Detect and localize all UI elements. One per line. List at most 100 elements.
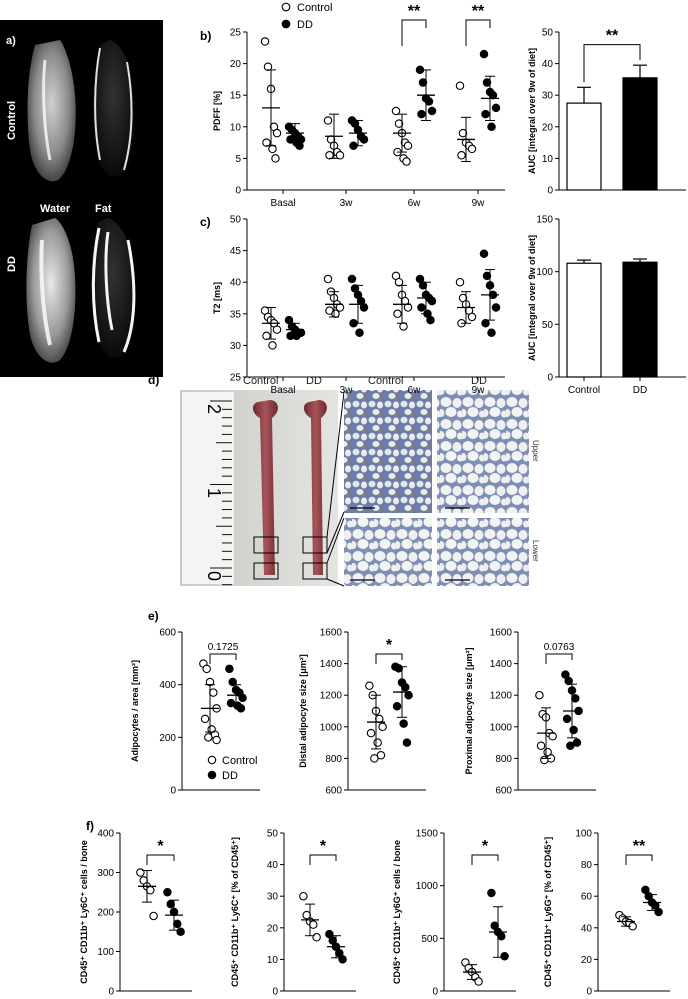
y-axis-label: AUC [integral over 9w of diet] [527, 235, 537, 361]
data-point-control [455, 277, 465, 287]
mri-control-fat-image [92, 40, 134, 177]
roi-control-lower [253, 562, 279, 580]
data-point-dd [418, 281, 428, 290]
histology-label-dd: DD [471, 375, 487, 387]
y-tick-label: 800 [325, 754, 342, 765]
significance-bracket [209, 653, 237, 664]
significance-bracket [625, 854, 653, 865]
data-point-control [399, 322, 408, 331]
data-point-control [309, 920, 318, 929]
data-point-control [200, 714, 210, 724]
y-tick-label: 600 [159, 628, 176, 639]
photo-label-control: Control [243, 375, 278, 387]
data-point-control [366, 728, 376, 738]
y-tick-label: 5 [235, 154, 241, 165]
mri-dd-fat-image [91, 218, 135, 358]
data-point-control [209, 688, 218, 697]
y-tick-label: 100 [536, 267, 553, 278]
y-tick-label: 25 [230, 373, 242, 384]
y-tick-label: 1000 [416, 881, 439, 892]
y-tick-label: 10 [542, 154, 554, 165]
significance-bracket [471, 854, 499, 865]
y-tick-label: 1000 [490, 722, 513, 733]
y-tick-label: 10 [267, 955, 279, 966]
panel-a: a) Control DD Water Fat [0, 20, 163, 377]
mri-column-label-fat: Fat [95, 203, 112, 215]
data-point-control [136, 868, 145, 877]
x-tick-label: 6w [408, 385, 422, 396]
y-tick-label: 45 [230, 246, 242, 257]
y-tick-label: 150 [536, 215, 553, 226]
ruler-label-2: 2 [204, 404, 224, 414]
significance-bracket [583, 44, 641, 83]
data-point-control [146, 886, 155, 895]
data-point-control [535, 690, 544, 700]
significance-label: ** [408, 3, 421, 20]
bar-control [566, 102, 602, 191]
histology-control-lower [344, 518, 432, 586]
data-point-control [335, 150, 345, 160]
data-point-dd [487, 122, 496, 132]
bone-control [252, 400, 278, 575]
data-point-dd [166, 899, 175, 909]
y-tick-label: 25 [230, 28, 242, 39]
histology-control-upper [344, 390, 432, 513]
data-point-dd [228, 677, 237, 687]
y-tick-label: 80 [581, 860, 593, 871]
y-tick-label: 40 [581, 923, 593, 934]
data-point-control [212, 735, 221, 745]
y-tick-label: 400 [159, 680, 176, 691]
data-point-dd [491, 303, 501, 312]
y-tick-label: 60 [581, 892, 593, 903]
data-point-control [455, 81, 465, 90]
y-axis-label: CD45⁺ CD11b⁺ Ly6G⁺ [% of CD45⁺] [543, 837, 553, 987]
data-point-control [467, 144, 477, 154]
data-point-dd [176, 927, 185, 936]
data-point-dd [347, 274, 357, 284]
data-point-control [202, 664, 211, 674]
bar-dd [622, 77, 658, 191]
data-point-dd [238, 693, 247, 703]
y-axis-label: T2 [ms] [212, 282, 222, 314]
y-axis-label: CD45⁺ CD11b⁺ Ly6G⁺ cells / bone [392, 840, 402, 984]
legend-top: Control DD [281, 2, 332, 31]
y-tick-label: 1200 [490, 691, 513, 702]
data-point-dd [173, 919, 182, 929]
data-point-dd [295, 141, 304, 151]
data-point-control [272, 128, 282, 138]
y-tick-label: 50 [230, 215, 242, 226]
mri-row-label-control: Control [6, 101, 18, 140]
y-tick-label: 1600 [490, 628, 513, 639]
data-point-dd [482, 78, 492, 87]
y-axis-label: Distal adipocyte size [μm²] [298, 654, 308, 768]
legend-marker-dd [281, 19, 291, 29]
data-point-control [393, 309, 402, 319]
y-tick-label: 20 [542, 122, 554, 133]
y-tick-label: 200 [159, 733, 176, 744]
data-point-control [323, 116, 333, 125]
data-point-control [268, 341, 277, 350]
significance-label: * [482, 838, 489, 855]
data-point-dd [236, 704, 246, 713]
data-point-dd [394, 664, 403, 673]
data-point-dd [491, 103, 501, 113]
y-axis-label: CD45⁺ CD11b⁺ Ly6C⁺ [% of CD45⁺] [230, 837, 240, 987]
data-point-control [260, 37, 270, 46]
chart-f-3: 0 500 1000 1500 CD45⁺ CD11b⁺ Ly6G⁺ cells / b… [392, 829, 516, 998]
data-point-dd [359, 135, 369, 144]
y-tick-label: 0 [108, 987, 114, 998]
significance-label: * [320, 838, 327, 855]
y-tick-label: 500 [421, 934, 438, 945]
y-tick-label: 1200 [320, 691, 343, 702]
y-tick-label: 0 [170, 786, 176, 797]
panel-label: b) [200, 29, 211, 43]
mri-dd-water-image [26, 218, 76, 363]
y-tick-label: 0 [586, 987, 592, 998]
data-point-dd [569, 725, 578, 735]
data-point-control [467, 312, 477, 322]
ruler [182, 392, 234, 584]
data-point-dd [399, 719, 408, 728]
data-point-control [299, 891, 308, 901]
